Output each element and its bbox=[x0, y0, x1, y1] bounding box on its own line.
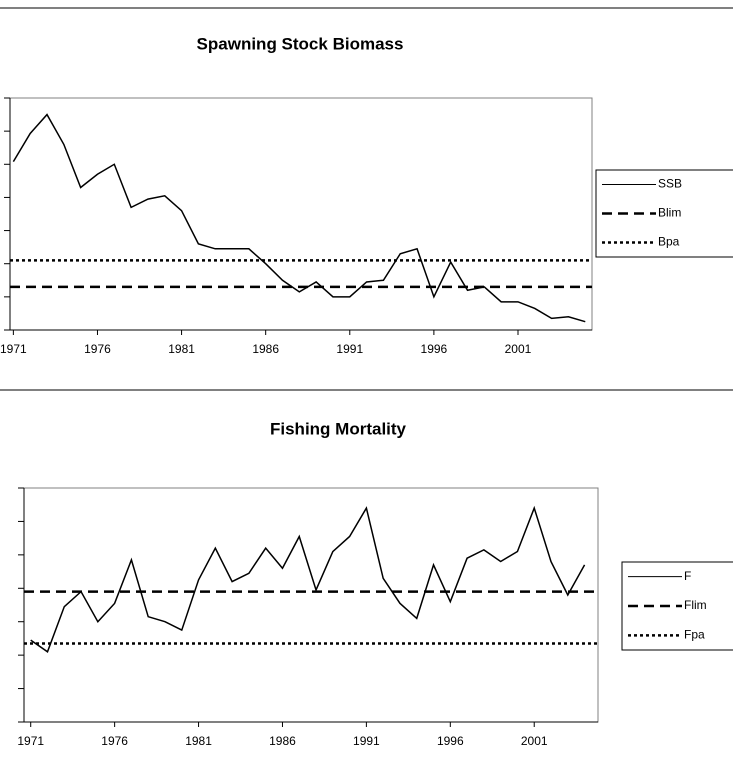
legend-label: SSB bbox=[658, 177, 682, 191]
legend-label: Fpa bbox=[684, 628, 705, 642]
x-tick-label: 1981 bbox=[185, 734, 212, 748]
x-tick-label: 1996 bbox=[421, 342, 448, 356]
chart-title: Fishing Mortality bbox=[270, 419, 407, 438]
legend-label: Blim bbox=[658, 206, 681, 220]
legend-label: F bbox=[684, 569, 691, 583]
x-tick-label: 1971 bbox=[17, 734, 44, 748]
x-tick-label: 1981 bbox=[168, 342, 195, 356]
plot-area bbox=[9, 97, 593, 331]
x-tick-label: 1996 bbox=[437, 734, 464, 748]
x-tick-label: 1976 bbox=[101, 734, 128, 748]
x-tick-label: 1991 bbox=[336, 342, 363, 356]
x-tick-label: 1971 bbox=[0, 342, 27, 356]
x-tick-label: 1986 bbox=[252, 342, 279, 356]
x-tick-label: 2001 bbox=[521, 734, 548, 748]
x-tick-label: 1976 bbox=[84, 342, 111, 356]
legend-label: Bpa bbox=[658, 235, 680, 249]
x-tick-label: 1986 bbox=[269, 734, 296, 748]
x-tick-label: 2001 bbox=[505, 342, 532, 356]
data-line bbox=[12, 113, 586, 323]
data-line bbox=[30, 505, 586, 653]
x-tick-label: 1991 bbox=[353, 734, 380, 748]
legend-label: Flim bbox=[684, 598, 707, 612]
plot-area bbox=[23, 487, 599, 723]
chart-title: Spawning Stock Biomass bbox=[197, 34, 404, 53]
